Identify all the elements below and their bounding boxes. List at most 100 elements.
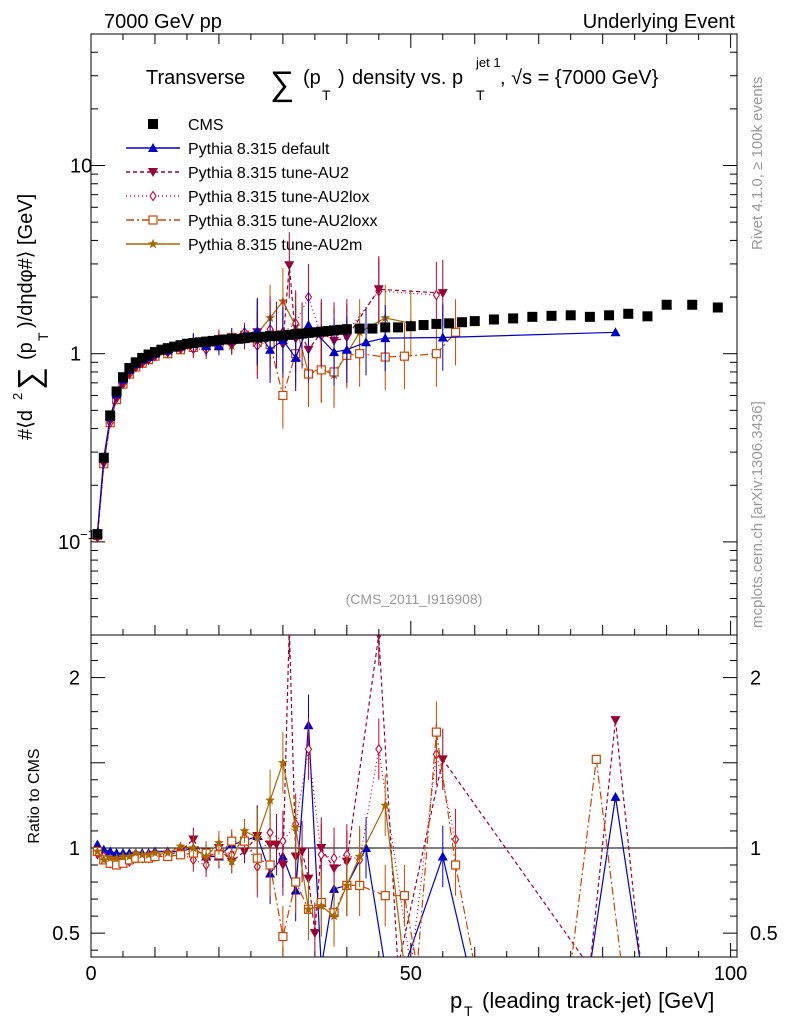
ratio-point — [98, 854, 109, 865]
ratio-point — [239, 825, 250, 836]
upper-data-series — [92, 232, 723, 543]
data-point — [239, 333, 250, 344]
ratio-point — [111, 853, 122, 863]
svg-text:): ) — [338, 67, 345, 89]
data-point — [303, 320, 314, 330]
ratio-data-series — [92, 635, 641, 957]
x-axis-label: p T (leading track-jet) [GeV] — [450, 988, 714, 1019]
ratio-point — [252, 832, 263, 842]
ratio-point — [291, 877, 301, 887]
legend-label: CMS — [188, 117, 224, 134]
data-point — [508, 313, 519, 324]
data-point — [687, 299, 698, 310]
upper-y-axis-label: #⟨d 2 ∑ (p T )/dηdφ#⟩ [GeV] — [10, 194, 51, 440]
series-pythia-8-315-tune-au2lox — [93, 258, 441, 542]
legend-label: Pythia 8.315 tune-AU2loxx — [188, 213, 377, 230]
data-point — [367, 323, 378, 334]
data-point — [322, 326, 333, 337]
x-tick-label: 100 — [714, 963, 747, 985]
data-point — [284, 329, 295, 340]
data-point — [444, 318, 455, 329]
ratio-point — [304, 743, 313, 755]
y-tick-label: 10 — [58, 532, 80, 554]
data-point — [194, 337, 205, 348]
data-point — [329, 347, 340, 357]
data-point — [335, 324, 346, 335]
data-point — [456, 317, 467, 328]
data-point — [431, 349, 441, 359]
data-point — [399, 351, 410, 361]
svg-text:2: 2 — [10, 393, 25, 400]
legend-entry: CMS — [148, 117, 224, 134]
legend-label: Pythia 8.315 tune-AU2lox — [188, 189, 369, 206]
upper-axis-ticks: 0 50 100 — [85, 33, 747, 985]
svg-text:(leading track-jet) [GeV]: (leading track-jet) [GeV] — [482, 988, 714, 1013]
ratio-point — [124, 851, 135, 861]
data-point — [431, 318, 442, 329]
data-point — [271, 331, 282, 342]
data-point — [565, 310, 576, 321]
ratio-y-tick-label: 0.5 — [52, 923, 80, 945]
data-point — [92, 529, 103, 540]
ratio-point — [610, 716, 621, 726]
data-point — [303, 327, 314, 338]
ratio-point — [277, 757, 288, 767]
data-point — [265, 331, 276, 342]
ratio-point — [375, 743, 383, 755]
ratio-series-pythia-8-315-default — [92, 694, 641, 957]
data-point — [341, 324, 352, 335]
svg-text:∑: ∑ — [270, 65, 294, 103]
data-point — [290, 329, 301, 340]
ratio-point — [278, 931, 288, 942]
ratio-line — [97, 635, 641, 957]
data-point — [437, 332, 448, 342]
data-point — [488, 314, 499, 325]
data-point — [361, 337, 372, 347]
rivet-label: Rivet 4.1.0, ≥ 100k events — [749, 77, 766, 250]
data-point — [245, 332, 256, 343]
series-cms — [92, 299, 723, 540]
legend-entry: Pythia 8.315 default — [126, 141, 330, 158]
ratio-y-axis-label: Ratio to CMS — [26, 748, 43, 843]
data-point — [277, 330, 288, 341]
header-left: 7000 GeV pp — [104, 11, 222, 33]
ratio-point — [92, 839, 103, 849]
data-point — [405, 321, 416, 332]
svg-text:(p: (p — [303, 67, 321, 89]
data-point — [258, 331, 269, 342]
ratio-y-tick-label-right: 0.5 — [750, 923, 778, 945]
ratio-point — [380, 800, 391, 810]
data-point — [623, 308, 634, 319]
data-point — [156, 344, 167, 355]
data-point — [233, 333, 244, 344]
ratio-point — [137, 849, 148, 859]
ratio-point — [201, 851, 212, 861]
legend-entry: Pythia 8.315 tune-AU2 — [126, 165, 349, 182]
data-point — [278, 390, 288, 401]
data-point — [130, 357, 141, 368]
legend-marker — [148, 215, 158, 225]
ratio-point — [143, 849, 154, 859]
data-point — [105, 410, 116, 421]
y-tick-label-exponent: −1 — [80, 527, 95, 542]
ratio-point — [227, 836, 237, 846]
svg-text:T: T — [322, 87, 331, 103]
data-point — [380, 333, 391, 343]
data-point — [373, 285, 384, 295]
x-tick-label: 0 — [85, 963, 96, 985]
data-point — [610, 327, 621, 337]
ratio-point — [271, 840, 282, 850]
header-right: Underlying Event — [583, 11, 736, 33]
data-point — [137, 352, 148, 363]
ratio-point — [376, 635, 382, 640]
y-tick-label: 1 — [70, 344, 81, 366]
ratio-point — [214, 837, 224, 848]
data-point — [284, 261, 295, 271]
ratio-point — [437, 755, 448, 765]
data-point — [393, 322, 404, 333]
svg-text:Transverse: Transverse — [146, 67, 245, 89]
data-point — [309, 327, 320, 338]
ratio-point — [92, 846, 103, 856]
